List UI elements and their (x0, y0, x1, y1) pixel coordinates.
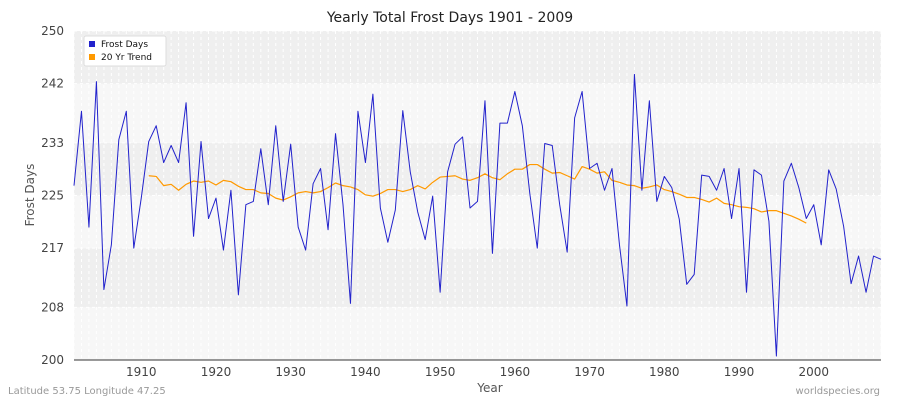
y-axis-label: Frost Days (23, 164, 37, 227)
legend-swatch-trend (89, 54, 95, 60)
series-line-frost-days (73, 73, 882, 357)
x-tick-label: 2000 (798, 365, 829, 379)
x-tick-label: 1980 (649, 365, 680, 379)
x-tick-label: 1990 (724, 365, 755, 379)
x-axis-label: Year (476, 381, 502, 395)
y-tick-label: 200 (41, 353, 64, 367)
y-tick-label: 225 (41, 189, 64, 203)
y-tick-labels: 200 208 217 225 233 242 250 (41, 24, 64, 367)
x-tick-label: 1970 (574, 365, 605, 379)
footer-source: worldspecies.org (796, 386, 880, 397)
x-tick-label: 1960 (500, 365, 531, 379)
legend-swatch-frost-days (89, 41, 95, 47)
legend: Frost Days 20 Yr Trend (83, 35, 167, 67)
x-tick-label: 1920 (201, 365, 232, 379)
plot-band (74, 195, 881, 249)
x-tick-label: 1930 (275, 365, 306, 379)
legend-label-trend: 20 Yr Trend (101, 53, 152, 63)
y-tick-label: 208 (41, 300, 64, 314)
x-tick-label: 1940 (350, 365, 381, 379)
x-tick-label: 1950 (425, 365, 456, 379)
chart-title: Yearly Total Frost Days 1901 - 2009 (326, 10, 573, 26)
y-tick-label: 233 (41, 136, 64, 150)
y-tick-label: 250 (41, 24, 64, 38)
y-tick-label: 242 (41, 77, 64, 91)
x-tick-label: 1910 (126, 365, 157, 379)
series-line-20yr-trend (148, 163, 807, 224)
y-tick-label: 217 (41, 241, 64, 255)
legend-label-frost-days: Frost Days (101, 40, 148, 50)
x-tick-labels: 1910 1920 1930 1940 1950 1960 1970 1980 1990 2000 (126, 365, 829, 379)
legend-box (83, 35, 167, 67)
series-layer (73, 73, 882, 357)
footer-location: Latitude 53.75 Longitude 47.25 (8, 386, 166, 397)
